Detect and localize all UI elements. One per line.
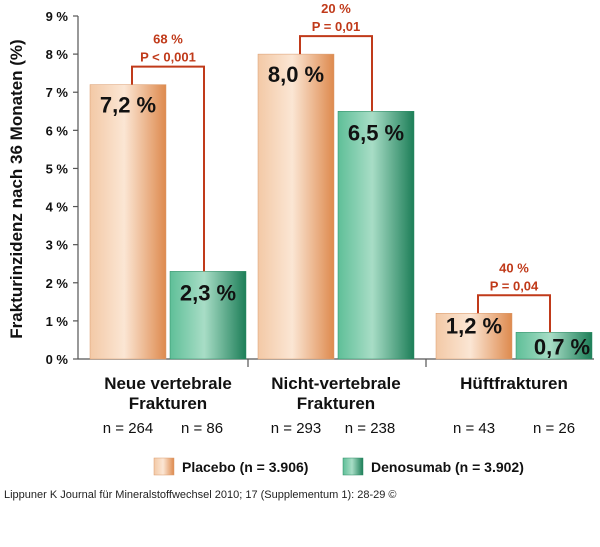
p-value-label: P = 0,04	[490, 278, 539, 293]
reduction-label: 40 %	[499, 260, 529, 275]
bar-denosumab	[337, 111, 415, 360]
value-label-placebo: 7,2 %	[100, 93, 156, 118]
legend-label-denosumab: Denosumab (n = 3.902)	[371, 459, 524, 475]
legend-swatch-denosumab	[342, 457, 364, 476]
value-label-denosumab: 6,5 %	[348, 120, 404, 145]
legend-swatch-placebo	[153, 457, 175, 476]
reduction-label: 20 %	[321, 1, 351, 16]
y-tick-label: 3 %	[46, 238, 69, 253]
bar-denosumab	[169, 271, 247, 360]
n-label-denosumab: n = 238	[345, 420, 395, 437]
y-tick-label: 6 %	[46, 123, 69, 138]
y-tick-label: 2 %	[46, 276, 69, 291]
p-value-label: P < 0,001	[140, 50, 196, 65]
bar-placebo	[435, 313, 513, 360]
source-citation: Lippuner K Journal für Mineralstoffwechs…	[4, 489, 397, 501]
category-label-line2: Frakturen	[129, 394, 207, 413]
p-value-label: P = 0,01	[312, 19, 361, 34]
value-label-denosumab: 0,7 %	[534, 334, 590, 359]
bar-denosumab	[515, 332, 593, 360]
n-label-denosumab: n = 86	[181, 420, 223, 437]
category-label-line1: Nicht-vertebrale	[271, 374, 400, 393]
significance-bracket	[299, 35, 373, 112]
value-label-placebo: 8,0 %	[268, 62, 324, 87]
n-label-placebo: n = 293	[271, 420, 321, 437]
category-label-line1: Neue vertebrale	[104, 374, 232, 393]
value-label-denosumab: 2,3 %	[180, 280, 236, 305]
y-axis-title: Frakturinzidenz nach 36 Monaten (%)	[7, 39, 26, 338]
category-label-line1: Hüftfrakturen	[460, 374, 568, 393]
legend-label-placebo: Placebo (n = 3.906)	[182, 459, 308, 475]
category-label-line2: Frakturen	[297, 394, 375, 413]
y-tick-label: 1 %	[46, 314, 69, 329]
y-tick-label: 0 %	[46, 352, 69, 367]
bar-placebo	[89, 84, 167, 360]
value-label-placebo: 1,2 %	[446, 313, 502, 338]
y-tick-label: 9 %	[46, 9, 69, 24]
y-tick-label: 5 %	[46, 161, 69, 176]
n-label-placebo: n = 43	[453, 420, 495, 437]
y-tick-label: 8 %	[46, 47, 69, 62]
reduction-label: 68 %	[153, 32, 183, 47]
significance-bracket	[477, 294, 551, 333]
y-tick-label: 4 %	[46, 200, 69, 215]
n-label-placebo: n = 264	[103, 420, 153, 437]
bar-placebo	[257, 53, 335, 360]
bar-chart: 0 % 1 % 2 % 3 % 4 % 5 % 6 % 7 % 8 % 9 % Frakturinz…	[7, 1, 594, 476]
y-tick-label: 7 %	[46, 85, 69, 100]
n-label-denosumab: n = 26	[533, 420, 575, 437]
significance-bracket	[131, 65, 205, 272]
